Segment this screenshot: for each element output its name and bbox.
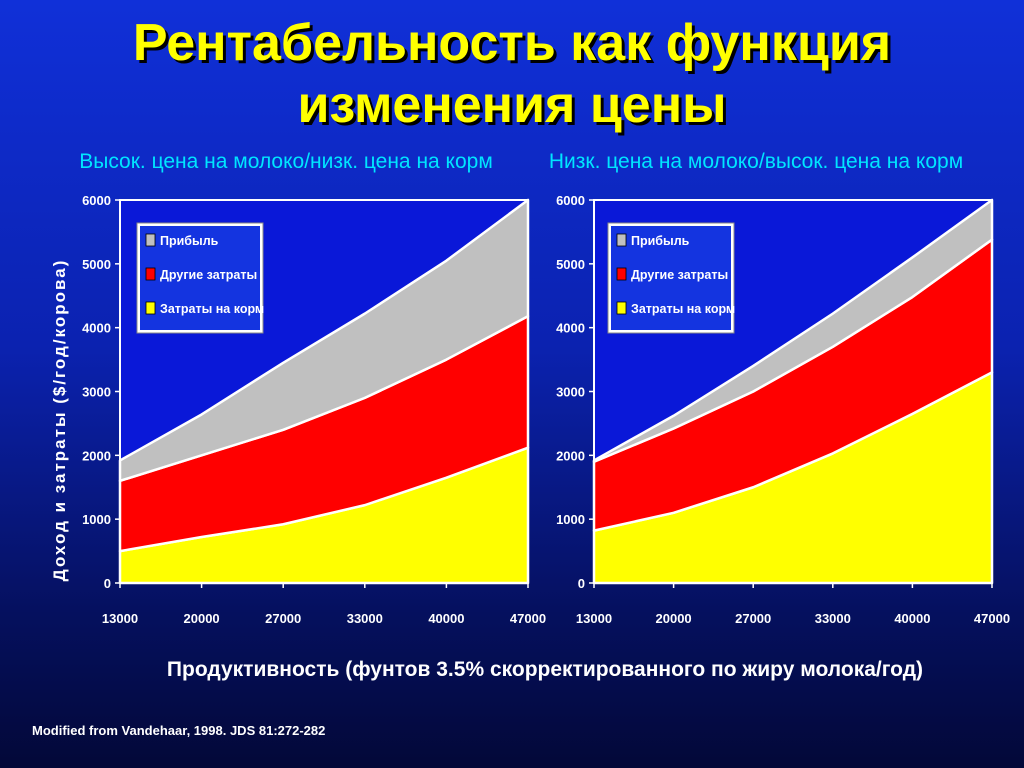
left-y-tick-label: 5000 <box>82 257 111 272</box>
left-x-tick-label: 27000 <box>265 611 301 626</box>
left-y-tick-label: 6000 <box>82 193 111 208</box>
left-x-tick-label: 47000 <box>510 611 546 626</box>
right-y-tick-label: 3000 <box>556 385 585 400</box>
right-legend-label: Прибыль <box>631 234 690 248</box>
right-chart-subtitle: Низк. цена на молоко/высок. цена на корм <box>548 150 964 173</box>
left-x-tick-label: 20000 <box>184 611 220 626</box>
right-x-tick-label: 13000 <box>576 611 612 626</box>
right-x-tick-label: 27000 <box>735 611 771 626</box>
right-x-tick-label: 33000 <box>815 611 851 626</box>
left-y-tick-label: 1000 <box>82 512 111 527</box>
right-legend-swatch <box>616 267 627 281</box>
left-legend-swatch <box>145 233 156 247</box>
right-y-tick-label: 6000 <box>556 193 585 208</box>
left-legend-swatch <box>145 267 156 281</box>
right-legend-swatch <box>616 301 627 315</box>
left-legend-swatch <box>145 301 156 315</box>
right-y-tick-label: 2000 <box>556 448 585 463</box>
right-x-tick-label: 20000 <box>656 611 692 626</box>
left-x-tick-label: 13000 <box>102 611 138 626</box>
right-x-tick-label: 40000 <box>894 611 930 626</box>
page-title: Рентабельность как функция изменения цен… <box>132 14 892 134</box>
left-y-tick-label: 2000 <box>82 448 111 463</box>
right-x-tick-label: 47000 <box>974 611 1010 626</box>
right-legend-label: Затраты на корм <box>631 302 735 316</box>
x-axis-label: Продуктивность (фунтов 3.5% скорректиров… <box>166 658 924 681</box>
left-legend-label: Затраты на корм <box>160 302 264 316</box>
right-y-tick-label: 0 <box>578 576 585 591</box>
right-legend-inner <box>611 226 731 330</box>
left-legend-label: Другие затраты <box>160 268 257 282</box>
right-legend-label: Другие затраты <box>631 268 728 282</box>
left-legend: Прибыль Другие затраты Затраты на корм <box>136 222 264 334</box>
right-legend: Прибыль Другие затраты Затраты на корм <box>607 222 735 334</box>
left-x-tick-label: 33000 <box>347 611 383 626</box>
right-y-tick-label: 4000 <box>556 321 585 336</box>
left-y-tick-label: 3000 <box>82 385 111 400</box>
left-chart-subtitle: Высок. цена на молоко/низк. цена на корм <box>79 150 493 173</box>
citation-text: Modified from Vandehaar, 1998. JDS 81:27… <box>32 723 326 738</box>
left-legend-label: Прибыль <box>160 234 219 248</box>
left-x-tick-label: 40000 <box>428 611 464 626</box>
left-y-tick-label: 0 <box>104 576 111 591</box>
right-legend-swatch <box>616 233 627 247</box>
right-y-tick-label: 1000 <box>556 512 585 527</box>
left-y-tick-label: 4000 <box>82 321 111 336</box>
left-legend-inner <box>140 226 260 330</box>
right-y-tick-label: 5000 <box>556 257 585 272</box>
